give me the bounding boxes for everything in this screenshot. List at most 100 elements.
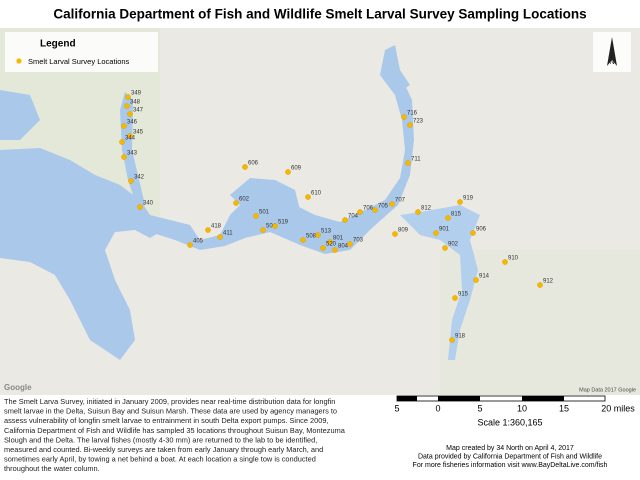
- station-marker: [305, 194, 311, 200]
- station-marker: [389, 201, 395, 207]
- scale-segment: [397, 396, 417, 401]
- station-label: 520: [326, 242, 337, 248]
- station-marker: [233, 200, 239, 206]
- station-marker: [537, 282, 543, 288]
- station-label: 812: [421, 206, 432, 212]
- station-label: 343: [127, 151, 138, 157]
- scale-label: 10: [517, 403, 527, 413]
- station-marker: [357, 209, 363, 215]
- station-marker: [401, 114, 407, 120]
- station-marker: [407, 122, 413, 128]
- scale-label: 20 miles: [601, 403, 635, 413]
- title: California Department of Fish and Wildli…: [53, 7, 586, 22]
- station-marker: [127, 111, 133, 117]
- station-label: 804: [338, 244, 349, 250]
- station-label: 348: [130, 100, 141, 106]
- station-marker: [125, 94, 131, 100]
- description-line: Slough and the Delta. The larval fishes …: [4, 435, 317, 444]
- station-marker: [315, 232, 321, 238]
- station-label: 723: [413, 119, 424, 125]
- station-label: 912: [543, 279, 554, 285]
- station-marker: [272, 223, 278, 229]
- station-label: 418: [211, 224, 222, 230]
- station-marker: [260, 227, 266, 233]
- station-label: 602: [239, 197, 250, 203]
- station-label: 918: [455, 334, 466, 340]
- google-logo: Google: [4, 383, 32, 392]
- station-label: 501: [259, 210, 270, 216]
- credit-line: Data provided by California Department o…: [418, 453, 602, 460]
- scale-frame: [396, 395, 606, 402]
- station-marker: [457, 199, 463, 205]
- scale-label: 0: [435, 403, 440, 413]
- station-label: 508: [306, 234, 317, 240]
- station-marker: [121, 123, 127, 129]
- station-marker: [392, 231, 398, 237]
- station-label: 349: [131, 91, 142, 97]
- station-marker: [470, 230, 476, 236]
- water-river: [120, 92, 145, 210]
- station-label: 815: [451, 212, 462, 218]
- scale-segment: [438, 396, 480, 401]
- station-label: 342: [134, 175, 145, 181]
- station-label: 906: [476, 227, 487, 233]
- description-line: throughout the water column.: [4, 464, 100, 473]
- description-line: assess vulnerability of longfin smelt la…: [4, 416, 329, 425]
- station-marker: [320, 245, 326, 251]
- station-label: 609: [291, 166, 302, 172]
- station-label: 703: [353, 238, 364, 244]
- station-marker: [300, 237, 306, 243]
- station-marker: [137, 204, 143, 210]
- station-label: 704: [348, 214, 359, 220]
- station-label: 706: [363, 206, 374, 212]
- station-label: 340: [143, 201, 154, 207]
- station-marker: [372, 207, 378, 213]
- legend-entry: Smelt Larval Survey Locations: [28, 57, 130, 66]
- water-ocean: [0, 90, 40, 140]
- station-marker: [253, 213, 259, 219]
- description: The Smelt Larva Survey, initiated in Jan…: [4, 397, 346, 473]
- station-marker: [285, 169, 291, 175]
- water-river: [400, 205, 480, 360]
- legend: Legend Smelt Larval Survey Locations: [5, 32, 158, 72]
- station-marker: [187, 242, 193, 248]
- water-marsh: [230, 178, 300, 215]
- north-arrow: N: [593, 32, 631, 72]
- station-label: 901: [439, 227, 450, 233]
- station-label: 345: [133, 130, 144, 136]
- station-marker: [415, 209, 421, 215]
- legend-title: Legend: [40, 39, 76, 50]
- credits: Map created by 34 North on April 4, 2017…: [413, 445, 608, 469]
- description-line: The Smelt Larva Survey, initiated in Jan…: [4, 397, 335, 406]
- station-label: 711: [411, 157, 421, 163]
- station-label: 915: [458, 292, 469, 298]
- north-arrow-shape: [607, 37, 617, 66]
- station-label: 610: [311, 191, 322, 197]
- legend-marker: [16, 58, 22, 64]
- station-marker: [342, 217, 348, 223]
- scale-bar: 5 0 5 10 15 20 miles Scale 1:360,165: [394, 395, 635, 427]
- station-marker: [242, 164, 248, 170]
- station-label: 344: [125, 136, 136, 142]
- station-label: 705: [378, 204, 389, 210]
- water-bay: [0, 148, 160, 360]
- station-label: 411: [223, 231, 233, 237]
- station-label: 346: [127, 120, 138, 126]
- map-credit: Map Data 2017 Google: [579, 387, 636, 393]
- legend-box: [5, 32, 158, 72]
- station-label: 716: [407, 111, 418, 117]
- station-label: 914: [479, 274, 490, 280]
- station-label: 809: [398, 228, 409, 234]
- water-delta: [150, 85, 414, 254]
- station-marker: [347, 241, 353, 247]
- description-line: measured and counted. Bi-weekly surveys …: [4, 445, 323, 454]
- station-label: 519: [278, 220, 289, 226]
- station-marker: [124, 103, 130, 109]
- station-label: 910: [508, 256, 519, 262]
- station-marker: [473, 277, 479, 283]
- station-marker: [445, 215, 451, 221]
- station-marker: [452, 295, 458, 301]
- station-marker: [332, 247, 338, 253]
